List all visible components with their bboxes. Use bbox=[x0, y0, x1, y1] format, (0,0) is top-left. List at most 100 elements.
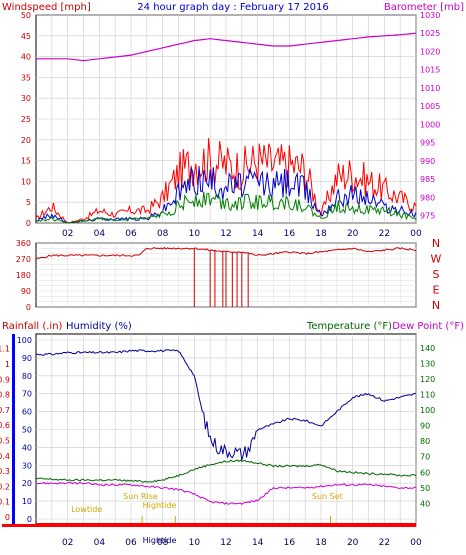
rainfall-axis-label: Rainfall (.in) bbox=[2, 321, 63, 332]
x-tick-label: 02 bbox=[62, 229, 73, 239]
dewpoint-axis-label: Dew Point (°F) bbox=[392, 321, 464, 332]
x-tick-label: 20 bbox=[347, 538, 359, 548]
climate-series-line bbox=[35, 481, 417, 505]
direction-tick-label: 270 bbox=[16, 255, 31, 264]
x-tick-label: 10 bbox=[189, 538, 201, 548]
compass-label: E bbox=[433, 284, 440, 297]
rainfall-tick-label: 1.1 bbox=[0, 345, 10, 354]
barometer-tick-label: 985 bbox=[420, 175, 435, 184]
climate-series-line bbox=[35, 349, 417, 461]
wind-series-line bbox=[35, 191, 417, 224]
barometer-line bbox=[36, 32, 417, 62]
x-tick-label: 04 bbox=[94, 229, 106, 239]
x-tick-label: 22 bbox=[379, 538, 390, 548]
rainfall-tick-labels: 0 0.1 0.2 0.3 0.4 0.5 0.6 0.7 0.8 0.9 1 1.1 bbox=[0, 345, 10, 522]
rainfall-tick-label: 0.1 bbox=[0, 498, 10, 507]
barometer-tick-label: 1000 bbox=[420, 120, 440, 129]
x-tick-label: 20 bbox=[347, 229, 359, 239]
x-tick-label: 14 bbox=[252, 538, 264, 548]
compass-label: W bbox=[431, 253, 442, 266]
x-tick-label: 02 bbox=[62, 538, 73, 548]
wind-series bbox=[35, 32, 417, 224]
barometer-tick-label: 1015 bbox=[420, 66, 440, 75]
humidity-tick-label: 30 bbox=[22, 461, 32, 470]
temperature-tick-label: 100 bbox=[420, 406, 435, 415]
rain-baseline bbox=[2, 524, 416, 527]
x-tick-label: 06 bbox=[125, 538, 137, 548]
wind-series-line bbox=[35, 138, 417, 224]
temperature-tick-labels: 40 50 60 70 80 90 100 110 120 130 140 bbox=[420, 344, 435, 509]
annotation-label: Sun Rise bbox=[123, 492, 158, 501]
rainfall-tick-label: 0.4 bbox=[0, 452, 10, 461]
humidity-tick-label: 90 bbox=[22, 354, 32, 363]
windspeed-tick-label: 30 bbox=[21, 94, 31, 103]
humidity-tick-label: 80 bbox=[22, 372, 32, 381]
barometer-tick-label: 1030 bbox=[420, 11, 440, 20]
x-tick-label: 08 bbox=[157, 229, 169, 239]
x-tick-label: 00 bbox=[410, 229, 422, 239]
annotation-label: Lowtide bbox=[71, 505, 102, 514]
annotation-label: Sun Set bbox=[312, 492, 343, 501]
direction-tick-label: 0 bbox=[26, 303, 31, 312]
windspeed-axis-label: Windspeed [mph] bbox=[2, 2, 91, 13]
rainfall-tick-label: 0 bbox=[5, 513, 10, 522]
barometer-tick-label: 1020 bbox=[420, 47, 440, 56]
direction-tick-label: 90 bbox=[21, 287, 31, 296]
annotation-label: Hightide bbox=[143, 536, 177, 545]
temperature-tick-label: 120 bbox=[420, 375, 435, 384]
x-tick-label: 08 bbox=[157, 538, 169, 548]
climate-panel-grid bbox=[36, 334, 417, 526]
rainfall-tick-label: 0.9 bbox=[0, 375, 10, 384]
barometer-tick-label: 995 bbox=[420, 139, 435, 148]
windspeed-tick-label: 45 bbox=[21, 32, 31, 41]
barometer-tick-label: 1005 bbox=[420, 102, 440, 111]
windspeed-tick-label: 35 bbox=[21, 73, 31, 82]
temperature-tick-label: 40 bbox=[420, 499, 430, 508]
humidity-tick-label: 50 bbox=[22, 426, 32, 435]
compass-label: N bbox=[432, 299, 440, 312]
windspeed-tick-label: 25 bbox=[21, 115, 31, 124]
humidity-tick-label: 40 bbox=[22, 443, 32, 452]
humidity-tick-label: 100 bbox=[17, 336, 32, 345]
wind-direction-line bbox=[35, 246, 417, 260]
direction-tick-label: 360 bbox=[16, 239, 31, 248]
humidity-tick-label: 60 bbox=[22, 408, 32, 417]
rainfall-tick-label: 0.2 bbox=[0, 482, 10, 491]
temperature-tick-label: 90 bbox=[420, 422, 430, 431]
x-tick-label: 10 bbox=[189, 229, 201, 239]
compass-label: S bbox=[433, 268, 440, 281]
barometer-tick-label: 1025 bbox=[420, 29, 440, 38]
windspeed-tick-label: 15 bbox=[21, 157, 31, 166]
direction-series bbox=[35, 246, 417, 307]
humidity-tick-label: 10 bbox=[22, 497, 32, 506]
windspeed-tick-label: 20 bbox=[21, 136, 31, 145]
x-tick-label: 12 bbox=[220, 229, 231, 239]
rainfall-tick-label: 0.8 bbox=[0, 391, 10, 400]
humidity-axis-bar bbox=[12, 334, 15, 526]
rainfall-tick-label: 1 bbox=[5, 360, 10, 369]
wind-x-tick-labels: 02 04 06 08 10 12 14 16 18 20 22 00 bbox=[62, 229, 422, 239]
windspeed-tick-label: 5 bbox=[26, 198, 31, 207]
x-tick-label: 22 bbox=[379, 229, 390, 239]
windspeed-tick-label: 50 bbox=[21, 11, 31, 20]
temperature-tick-label: 110 bbox=[420, 390, 435, 399]
direction-tick-labels: 0 90 180 270 360 bbox=[16, 239, 31, 312]
x-tick-label: 04 bbox=[94, 538, 106, 548]
humidity-tick-label: 0 bbox=[27, 515, 32, 524]
climate-series-line bbox=[35, 459, 417, 483]
temperature-axis-label: Temperature (°F) bbox=[306, 321, 392, 332]
barometer-tick-label: 980 bbox=[420, 193, 435, 202]
barometer-tick-label: 990 bbox=[420, 157, 435, 166]
rainfall-tick-label: 0.3 bbox=[0, 467, 10, 476]
x-tick-label: 14 bbox=[252, 229, 264, 239]
rainfall-tick-label: 0.5 bbox=[0, 437, 10, 446]
x-tick-label: 06 bbox=[125, 229, 137, 239]
rainfall-tick-label: 0.7 bbox=[0, 406, 10, 415]
compass-label: N bbox=[432, 237, 440, 250]
humidity-axis-label: Humidity (%) bbox=[66, 321, 132, 332]
annotation-label: Hightide bbox=[143, 501, 177, 510]
barometer-tick-label: 1010 bbox=[420, 84, 440, 93]
